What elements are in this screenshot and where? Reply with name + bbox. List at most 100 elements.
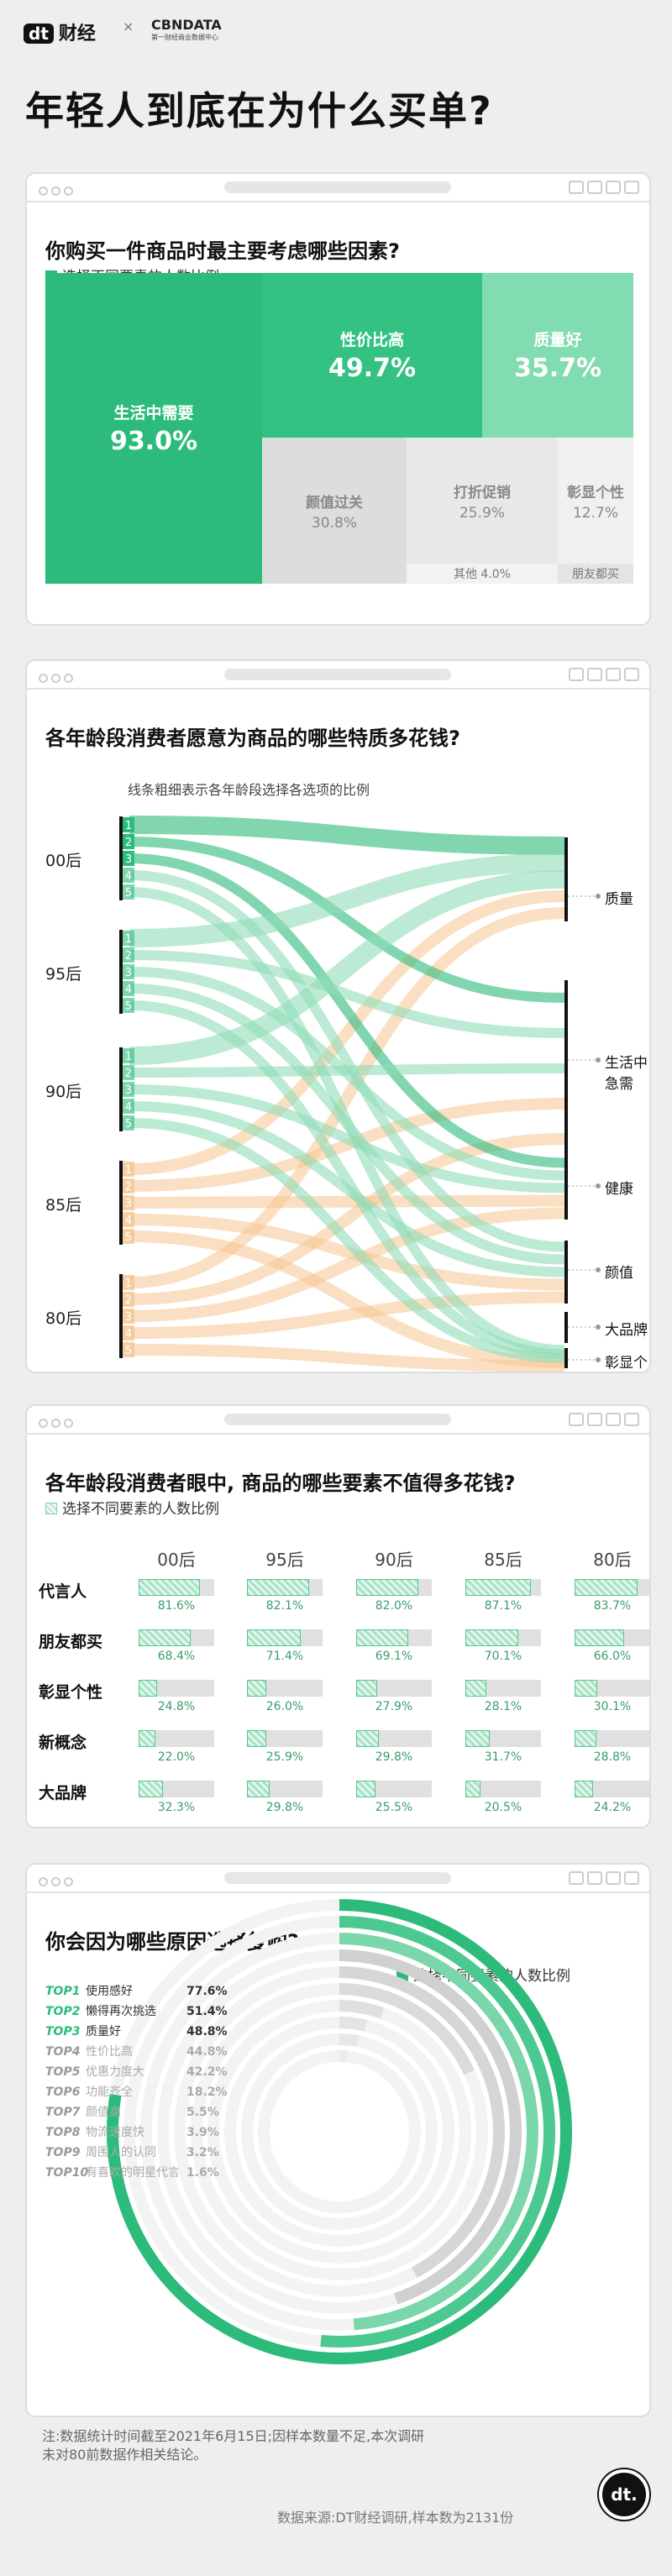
legend: 选择不同要素的人数比例 <box>45 1497 219 1518</box>
age-node-bar <box>119 1274 123 1358</box>
sankey-band <box>129 1230 565 1368</box>
treemap-tile: 其他 4.0% <box>407 564 558 584</box>
target-dot <box>596 1357 601 1362</box>
tile-value: 25.9% <box>459 504 505 522</box>
age-node-bar <box>119 816 123 900</box>
bar-value: 24.8% <box>157 1700 196 1713</box>
tile-label: 性价比高 <box>339 331 404 349</box>
footnote: 注:数据统计时间截至2021年6月15日;因样本数量不足,本次调研 未对80前数据… <box>42 2428 425 2463</box>
sankey-band <box>129 816 565 855</box>
dt-logo: dt 财经 <box>24 18 96 45</box>
bar-fill <box>465 1680 487 1697</box>
bar-fill <box>465 1730 490 1747</box>
rank-name: 懒得再次挑选 <box>86 2005 156 2018</box>
rank-node <box>123 1082 134 1097</box>
treemap-chart: 生活中需要 93.0% 性价比高 49.7% 质量好 35.7% 颜值过关 30.8% 打折促销… <box>45 273 633 584</box>
sankey-band <box>129 853 565 947</box>
chart-subtitle: 线条粗细表示各年龄段选择各选项的比例 <box>128 782 370 798</box>
rank-value: 1.6% <box>186 2166 219 2180</box>
ranking-row: TOP7 颜值高 5.5% <box>45 2103 228 2120</box>
target-dot <box>596 894 601 899</box>
bar-track <box>575 1579 649 1596</box>
rank-node <box>123 1229 134 1244</box>
sankey-band <box>129 890 565 1175</box>
rank-node <box>123 1292 134 1307</box>
rank-node <box>123 1195 134 1210</box>
radial-bar <box>339 1933 538 2331</box>
age-label: 95后 <box>45 965 82 984</box>
bar-track <box>247 1579 323 1596</box>
target-node-bar <box>564 837 568 921</box>
rank-badge: TOP3 <box>45 2025 81 2038</box>
target-label: 健康 <box>605 1181 633 1198</box>
sankey-band <box>129 950 565 1038</box>
bar-fill <box>247 1579 309 1596</box>
rank-label: 1 <box>125 820 132 832</box>
row-header: 新概念 <box>39 1734 87 1752</box>
address-bar <box>224 1872 451 1884</box>
bar-value: 69.1% <box>375 1650 413 1663</box>
bar-value: 28.8% <box>593 1750 632 1764</box>
sankey-band <box>129 1063 565 1078</box>
bar-fill <box>247 1781 270 1797</box>
row-header: 代言人 <box>39 1582 87 1601</box>
bar-track <box>247 1629 323 1646</box>
bar-value: 32.3% <box>157 1801 196 1814</box>
bar-fill <box>465 1579 532 1596</box>
rank-label: 4 <box>125 1215 132 1227</box>
age-node-bar <box>119 1047 123 1131</box>
rank-label: 3 <box>125 967 132 979</box>
bar-track <box>139 1680 214 1697</box>
radial-bar <box>339 2017 368 2032</box>
tile-value: 12.7% <box>572 504 618 522</box>
treemap-tile: 朋友都买 <box>558 564 633 584</box>
bar-value: 27.9% <box>375 1700 413 1713</box>
window-bar <box>27 661 649 690</box>
rank-label: 5 <box>125 1231 132 1244</box>
rank-node <box>123 1325 134 1340</box>
bar-value: 87.1% <box>484 1599 522 1613</box>
target-label: 质量 <box>605 891 633 908</box>
sankey-band <box>129 984 565 1265</box>
sankey-band <box>129 1084 565 1194</box>
rank-node <box>123 981 134 996</box>
bar-value: 71.4% <box>265 1650 304 1663</box>
card-purchase-factors: 你购买一件商品时最主要考虑哪些因素? 选择不同要素的人数比例 生活中需要93.0… <box>25 172 651 626</box>
sankey-band <box>129 837 565 1003</box>
sankey-band <box>129 1098 565 1192</box>
bar-fill <box>575 1781 593 1797</box>
rank-value: 3.2% <box>186 2146 219 2159</box>
rank-name: 性价比高 <box>86 2045 133 2059</box>
bar-track <box>356 1579 432 1596</box>
bar-fill <box>356 1579 418 1596</box>
rank-node <box>123 947 134 963</box>
ranking-row: TOP9 周围人的认同 3.2% <box>45 2143 228 2160</box>
card-age-sankey: 各年龄段消费者愿意为商品的哪些特质多花钱? 线条粗细表示各年龄段选择各选项的比例… <box>25 659 651 1373</box>
bar-fill <box>465 1781 481 1797</box>
rank-node <box>123 1099 134 1114</box>
cross-icon: × <box>123 18 134 34</box>
rank-node <box>123 1048 134 1063</box>
row-header: 大品牌 <box>39 1784 87 1802</box>
rank-label: 3 <box>125 1311 132 1324</box>
rank-label: 2 <box>125 1068 132 1080</box>
legend-swatch <box>45 1503 57 1514</box>
rank-label: 5 <box>125 1345 132 1357</box>
window-dots <box>39 1874 76 1890</box>
rank-value: 3.9% <box>186 2126 219 2139</box>
address-bar <box>224 1414 451 1425</box>
bar-value: 82.0% <box>375 1599 413 1613</box>
tile-label: 彰显个性 <box>567 484 624 501</box>
bar-value: 29.8% <box>375 1750 413 1764</box>
bar-fill <box>575 1680 598 1697</box>
target-dot <box>596 1183 601 1188</box>
sankey-band <box>129 870 565 1252</box>
sankey-band <box>129 853 565 1168</box>
rank-badge: TOP5 <box>45 2065 81 2079</box>
tile-value: 49.7% <box>328 354 417 383</box>
rank-value: 51.4% <box>186 2005 228 2018</box>
window-dots <box>39 1415 76 1431</box>
row-header: 朋友都买 <box>39 1633 103 1651</box>
bar-fill <box>356 1629 409 1646</box>
bar-value: 28.1% <box>484 1700 522 1713</box>
